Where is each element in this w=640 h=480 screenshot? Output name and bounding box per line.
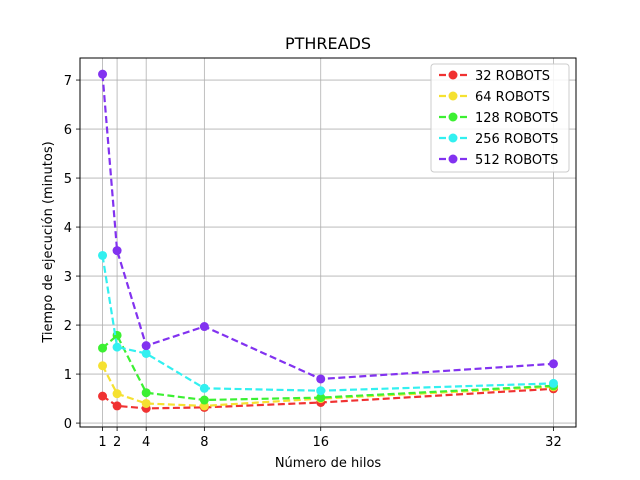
y-axis-label: Tiempo de ejecución (minutos) [41,141,56,343]
data-point [141,348,151,358]
series-line [101,74,554,381]
legend-marker [448,133,458,143]
x-tick-label: 4 [142,435,150,450]
y-tick-label: 1 [64,368,72,383]
data-point [98,69,108,79]
data-point [141,341,151,351]
data-point [199,395,209,405]
x-tick-label: 8 [200,435,208,450]
y-tick-label: 5 [64,172,72,187]
data-point [98,361,108,371]
legend-label: 512 ROBOTS [475,153,558,168]
chart-title: PTHREADS [285,34,371,53]
y-tick-label: 3 [64,270,72,285]
data-point [199,322,209,332]
data-point [98,391,108,401]
x-axis: 1 2 4 8 16 32 [98,427,562,450]
x-tick-label: 32 [545,435,562,450]
series-4 [98,250,558,396]
data-point [141,398,151,408]
x-axis-label: Número de hilos [275,456,382,471]
y-tick-label: 6 [64,123,72,138]
data-point [548,359,558,369]
data-point [98,343,108,353]
legend-item: 64 ROBOTS [439,90,550,105]
data-point [316,386,326,396]
legend-label: 128 ROBOTS [475,111,558,126]
data-point [112,342,122,352]
legend-label: 64 ROBOTS [475,90,550,105]
series-5 [98,69,558,384]
y-axis: 0 1 2 3 4 5 6 7 [64,74,80,432]
legend-marker [448,91,458,101]
series-layer [98,69,558,413]
plot-frame [79,57,577,428]
legend: 32 ROBOTS 64 ROBOTS 128 ROBOTS 256 ROBOTS 51… [430,63,570,173]
data-point [316,393,326,403]
data-point [199,383,209,393]
legend-marker [448,70,458,80]
y-tick-label: 0 [64,417,72,432]
legend-box [430,63,570,173]
data-point [112,401,122,411]
data-point [112,389,122,399]
data-point [316,374,326,384]
series-line [101,255,554,392]
legend-item: 256 ROBOTS [439,132,558,147]
data-point [98,250,108,260]
y-tick-label: 2 [64,319,72,334]
x-tick-label: 16 [312,435,329,450]
y-tick-label: 4 [64,221,72,236]
x-tick-label: 2 [113,435,121,450]
legend-marker [448,154,458,164]
data-point [548,378,558,388]
legend-item: 128 ROBOTS [439,111,558,126]
legend-item: 512 ROBOTS [439,153,558,168]
data-point [112,246,122,256]
data-point [141,388,151,398]
x-tick-label: 1 [98,435,106,450]
legend-item: 32 ROBOTS [439,69,550,84]
legend-marker [448,112,458,122]
legend-label: 256 ROBOTS [475,132,558,147]
grid-lines [80,58,576,427]
legend-label: 32 ROBOTS [475,69,550,84]
y-tick-label: 7 [64,74,72,89]
